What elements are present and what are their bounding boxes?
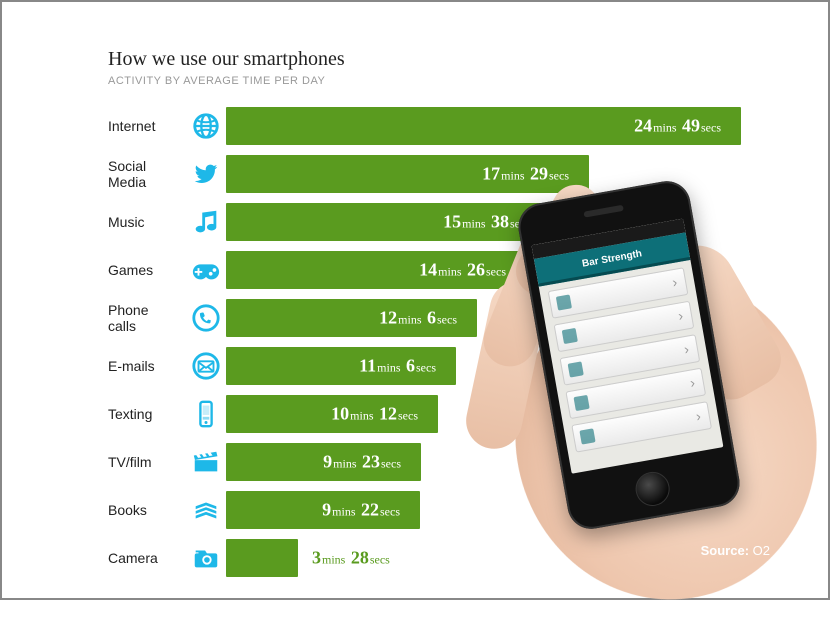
clapper-icon [186,447,226,477]
bar-track: 12mins 6secs [226,299,741,337]
bar-fill: 9mins 23secs [226,443,421,481]
twitter-icon [186,159,226,189]
bar-fill: 17mins 29secs [226,155,589,193]
bar-track: 11mins 6secs [226,347,741,385]
activity-label: Internet [108,118,186,134]
activity-label: E-mails [108,358,186,374]
activity-label: Texting [108,406,186,422]
source-label: Source: [701,543,749,558]
bar-fill: 15mins 38secs [226,203,550,241]
content-area: How we use our smartphones ACTIVITY BY A… [26,20,804,580]
bar-value: 3mins 28secs [312,548,392,569]
activity-label: SocialMedia [108,158,186,190]
phone-icon [186,303,226,333]
books-icon [186,495,226,525]
bar-value: 10mins 12secs [331,404,420,425]
activity-label: TV/film [108,454,186,470]
bar-track: 24mins 49secs [226,107,741,145]
activity-label: Phonecalls [108,302,186,334]
bar-fill: 12mins 6secs [226,299,477,337]
mobile-icon [186,399,226,429]
chart-title: How we use our smartphones [108,48,804,71]
bar-row: Music 15mins 38secs [108,201,804,243]
chart-subtitle: ACTIVITY BY AVERAGE TIME PER DAY [108,75,804,87]
bar-track: 15mins 38secs [226,203,741,241]
bar-row: Texting 10mins 12secs [108,393,804,435]
bar-chart: Internet 24mins 49secs SocialMedia 17min… [108,105,804,579]
gamepad-icon [186,255,226,285]
bar-value: 17mins 29secs [482,164,571,185]
bar-row: E-mails 11mins 6secs [108,345,804,387]
bar-row: SocialMedia 17mins 29secs [108,153,804,195]
bar-value: 12mins 6secs [379,308,459,329]
source-value: O2 [753,543,770,558]
source-credit: Source: O2 [701,543,770,558]
bar-track: 17mins 29secs [226,155,741,193]
bar-track: 9mins 22secs [226,491,741,529]
bar-value: 14mins 26secs [419,260,508,281]
bar-track: 9mins 23secs [226,443,741,481]
infographic-card: How we use our smartphones ACTIVITY BY A… [26,20,804,580]
bar-fill: 11mins 6secs [226,347,456,385]
bar-track: 10mins 12secs [226,395,741,433]
activity-label: Books [108,502,186,518]
bar-value: 24mins 49secs [634,116,723,137]
bar-fill: 9mins 22secs [226,491,420,529]
bar-track: 14mins 26secs [226,251,741,289]
bar-row: Books 9mins 22secs [108,489,804,531]
camera-icon [186,543,226,573]
activity-label: Games [108,262,186,278]
bar-row: Camera 3mins 28secs [108,537,804,579]
activity-label: Camera [108,550,186,566]
bar-track: 3mins 28secs [226,539,741,577]
bar-fill: 24mins 49secs [226,107,741,145]
bar-fill: 14mins 26secs [226,251,526,289]
bar-fill: 10mins 12secs [226,395,438,433]
bar-row: Internet 24mins 49secs [108,105,804,147]
bar-fill: 3mins 28secs [226,539,298,577]
bar-value: 9mins 22secs [322,500,402,521]
bar-value: 15mins 38secs [443,212,532,233]
activity-label: Music [108,214,186,230]
bar-row: TV/film 9mins 23secs [108,441,804,483]
music-icon [186,207,226,237]
bar-value: 11mins 6secs [359,356,438,377]
globe-icon [186,111,226,141]
bar-row: Games 14mins 26secs [108,249,804,291]
mail-icon [186,351,226,381]
bar-row: Phonecalls 12mins 6secs [108,297,804,339]
bar-value: 9mins 23secs [323,452,403,473]
